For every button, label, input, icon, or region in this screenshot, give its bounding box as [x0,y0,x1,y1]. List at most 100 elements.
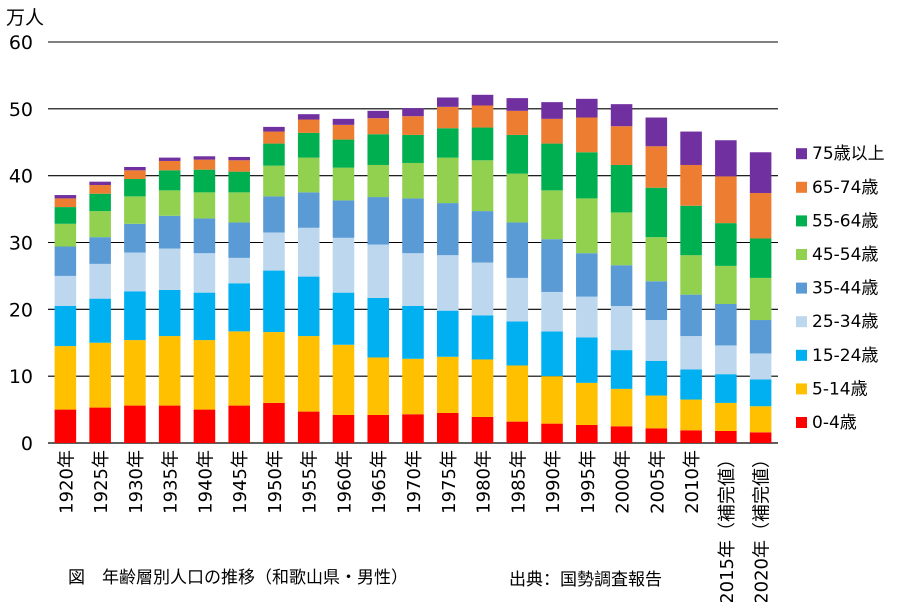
bar-segment [193,218,216,254]
bar-segment [645,117,668,147]
bar-segment [715,402,737,431]
legend-label: 15-24歳 [812,346,878,366]
bar-segment [576,117,598,153]
bar-stack [158,157,181,443]
bar-segment [610,164,633,213]
bar-segment [367,118,390,135]
bar-stack [89,181,111,443]
x-tick-label: 1990年 [543,450,564,514]
bar-segment [158,160,181,171]
bar-segment [297,119,320,133]
bar-segment [645,360,668,396]
bar-segment [749,277,772,321]
bar-segment [645,237,668,282]
bar-stack [715,140,737,443]
legend-swatch [796,417,807,428]
bar-segment [749,238,772,278]
bar-segment [680,131,702,165]
bar-segment [715,374,737,403]
bar-segment [541,102,563,119]
chart-source: 出典：国勢調査報告 [509,570,662,590]
legend-label: 75歳以上 [812,144,885,164]
bar-segment [263,165,285,197]
bar-segment [576,198,598,254]
bar-segment [471,211,494,263]
y-tick-label: 40 [9,166,33,188]
bar-stack [263,126,285,443]
bar-segment [715,223,737,266]
x-tick-label: 1975年 [439,450,460,514]
x-tick-label: 1935年 [161,450,182,514]
bar-segment [506,173,529,223]
bar-segment [680,399,702,431]
legend-swatch [796,282,807,294]
bar-segment [193,169,216,193]
bar-segment [89,237,111,264]
bar-segment [436,157,459,204]
bar-segment [402,358,424,415]
bar-segment [402,134,424,163]
bar-segment [158,289,181,337]
bar-segment [89,193,111,212]
bar-segment [436,128,459,158]
bar-segment [715,265,737,304]
bar-segment [297,276,320,337]
x-tick-label: 2000年 [613,450,634,514]
bar-segment [471,160,494,212]
bar-stack [506,98,529,443]
x-tick-label: 1995年 [578,450,599,514]
x-tick-label: 1920年 [56,450,77,514]
bar-segment [367,297,390,358]
bar-segment [680,205,702,256]
legend-swatch [796,181,807,193]
bar-segment [228,283,250,332]
bar-segment [54,409,77,443]
bar-segment [263,332,285,403]
bar-stack [124,166,146,443]
legend-label: 45-54歳 [812,245,878,265]
bar-segment [54,275,77,306]
bar-segment [54,195,77,199]
bar-segment [263,131,285,144]
legend-swatch [796,215,807,227]
bar-segment [124,166,146,171]
legend-swatch [796,249,807,260]
bar-segment [89,298,111,343]
bar-segment [680,255,702,295]
legend-label: 5-14歳 [812,379,868,399]
y-axis: 0 10 20 30 40 50 60 [9,32,33,455]
x-tick-label: 1985年 [508,450,529,514]
legend: 0-4歳 5-14歳 15-24歳 25-34歳 35-44歳 45-54歳 55-64歳 6… [796,144,885,433]
x-tick-label: 1945年 [230,450,251,514]
bar-segment [645,146,668,188]
bar-segment [297,336,320,412]
bar-stack [749,152,772,443]
bar-stack [680,131,702,443]
bar-segment [715,430,737,443]
bar-segment [749,320,772,354]
bar-segment [193,192,216,219]
bar-segment [402,162,424,199]
bar-segment [402,108,424,117]
bar-segment [124,196,146,224]
bar-stack [54,195,77,443]
x-tick-label: 2020年（補完値） [752,450,773,602]
bar-segment [645,428,668,443]
legend-item: 65-74歳 [796,178,878,198]
bar-segment [749,379,772,407]
bar-segment [54,305,77,347]
bar-segment [89,185,111,194]
bar-segment [680,430,702,443]
bar-stack [541,102,563,443]
y-tick-label: 0 [21,433,33,455]
legend-item: 45-54歳 [796,245,878,265]
legend-item: 15-24歳 [796,346,878,366]
bar-segment [541,190,563,240]
bar-stack [193,156,216,443]
bar-stack [471,94,494,443]
bar-stack [436,97,459,443]
bar-segment [332,118,355,125]
bar-segment [715,176,737,224]
legend-item: 35-44歳 [796,279,878,299]
bar-segment [610,388,633,427]
